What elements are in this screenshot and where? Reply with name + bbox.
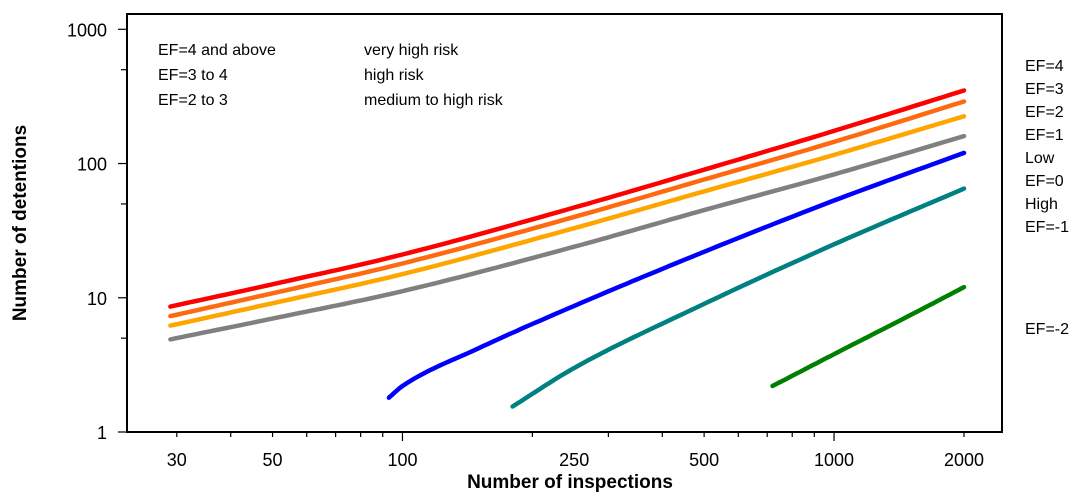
- right-label-ef0: EF=0: [1025, 173, 1064, 190]
- right-label-ef4: EF=4: [1025, 58, 1064, 75]
- series-layer: [168, 88, 967, 409]
- right-label-ef1: EF=1: [1025, 127, 1064, 144]
- y-axis-title: Number of detentions: [10, 125, 31, 321]
- x-tick-label: 50: [263, 450, 283, 470]
- legend-range-3: EF=2 to 3: [158, 92, 228, 109]
- x-tick-label: 250: [559, 450, 589, 470]
- y-tick-label: 1: [97, 423, 107, 443]
- right-label-low: Low: [1025, 150, 1055, 167]
- x-tick-label: 2000: [944, 450, 984, 470]
- x-axis-title: Number of inspections: [467, 472, 673, 493]
- legend-range-1: EF=4 and above: [158, 42, 276, 59]
- legend-risk-2: high risk: [364, 67, 425, 84]
- legend-risk-3: medium to high risk: [364, 92, 504, 109]
- x-tick-label: 500: [689, 450, 719, 470]
- y-tick-label: 100: [77, 155, 107, 175]
- legend-table: EF=4 and above very high risk EF=3 to 4 …: [158, 42, 504, 109]
- y-tick-label: 10: [87, 289, 107, 309]
- x-axis: 30 50 100 250 500 1000 2000: [167, 432, 984, 470]
- y-axis: 1 10 100 1000: [67, 20, 127, 443]
- y-tick-label: 1000: [67, 20, 107, 40]
- legend-risk-1: very high risk: [364, 42, 459, 59]
- right-label-ef-minus2: EF=-2: [1025, 321, 1069, 338]
- x-tick-label: 30: [167, 450, 187, 470]
- series-line-7: [770, 284, 967, 389]
- series-line-6: [510, 186, 967, 409]
- right-label-ef3: EF=3: [1025, 81, 1064, 98]
- series-line-4: [168, 133, 967, 342]
- right-labels: EF=4 EF=3 EF=2 EF=1 Low EF=0 High EF=-1 …: [1025, 58, 1069, 338]
- x-tick-label: 1000: [814, 450, 854, 470]
- right-label-ef2: EF=2: [1025, 104, 1064, 121]
- x-tick-label: 100: [387, 450, 417, 470]
- legend-range-2: EF=3 to 4: [158, 67, 228, 84]
- series-line-2: [168, 99, 967, 319]
- series-line-5: [386, 150, 967, 400]
- right-label-ef-minus1: EF=-1: [1025, 219, 1069, 236]
- right-label-high: High: [1025, 196, 1058, 213]
- plot-frame: [126, 13, 1003, 433]
- series-line-1: [168, 88, 967, 309]
- series-line-3: [168, 114, 967, 328]
